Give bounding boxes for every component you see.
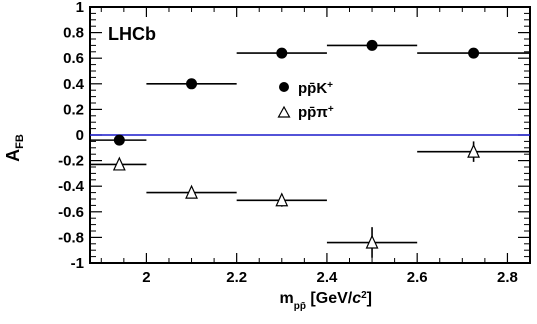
y-tick-label: 0.8 (63, 25, 84, 42)
x-tick-labels: 2 2.2 2.4 2.6 2.8 (142, 269, 518, 286)
legend-label-pppi: pp̄π+ (298, 104, 334, 122)
x-tick-label: 2.2 (226, 269, 247, 286)
series-pppi (90, 141, 530, 258)
y-tick-label: -0.4 (58, 178, 85, 195)
x-tick-label: 2.6 (407, 269, 428, 286)
axis-ticks (90, 6, 531, 264)
y-tick-label: 0.4 (63, 76, 85, 93)
data-point-triangle (112, 156, 126, 171)
data-point-circle (186, 78, 198, 90)
y-tick-label: -0.8 (58, 229, 84, 246)
legend: pp̄K+ pp̄π+ (277, 80, 334, 122)
legend-marker-pppi (277, 105, 291, 118)
legend-label-ppk: pp̄K+ (298, 80, 333, 98)
data-point-triangle (365, 234, 379, 249)
x-axis-title: mpp̄ [GeV/c2] (280, 290, 372, 312)
y-tick-label: -0.2 (58, 153, 84, 170)
y-tick-label: 1 (76, 0, 84, 16)
y-tick-label: 0.2 (63, 101, 84, 118)
data-point-circle (366, 39, 378, 51)
x-tick-label: 2 (142, 269, 150, 286)
series-ppk (90, 39, 530, 146)
data-point-triangle (185, 184, 198, 199)
data-point-circle (468, 47, 480, 59)
data-point-triangle (467, 143, 481, 158)
y-tick-label: 0.6 (63, 50, 84, 67)
x-tick-label: 2.8 (497, 269, 518, 286)
y-tick-label: -1 (71, 255, 84, 272)
data-point-circle (276, 47, 288, 59)
data-point-circle (113, 134, 125, 146)
y-tick-labels: -1 -0.8 -0.6 -0.4 -0.2 0 0.2 0.4 0.6 0.8 1 (58, 0, 85, 272)
y-tick-label: 0 (76, 127, 84, 144)
legend-marker-ppk (279, 82, 289, 92)
data-marks (90, 39, 530, 258)
x-tick-label: 2.4 (316, 269, 338, 286)
y-axis-title: AFB (3, 134, 26, 162)
lhcb-annotation: LHCb (108, 24, 156, 44)
y-tick-label: -0.6 (58, 204, 84, 221)
data-point-triangle (275, 192, 289, 207)
